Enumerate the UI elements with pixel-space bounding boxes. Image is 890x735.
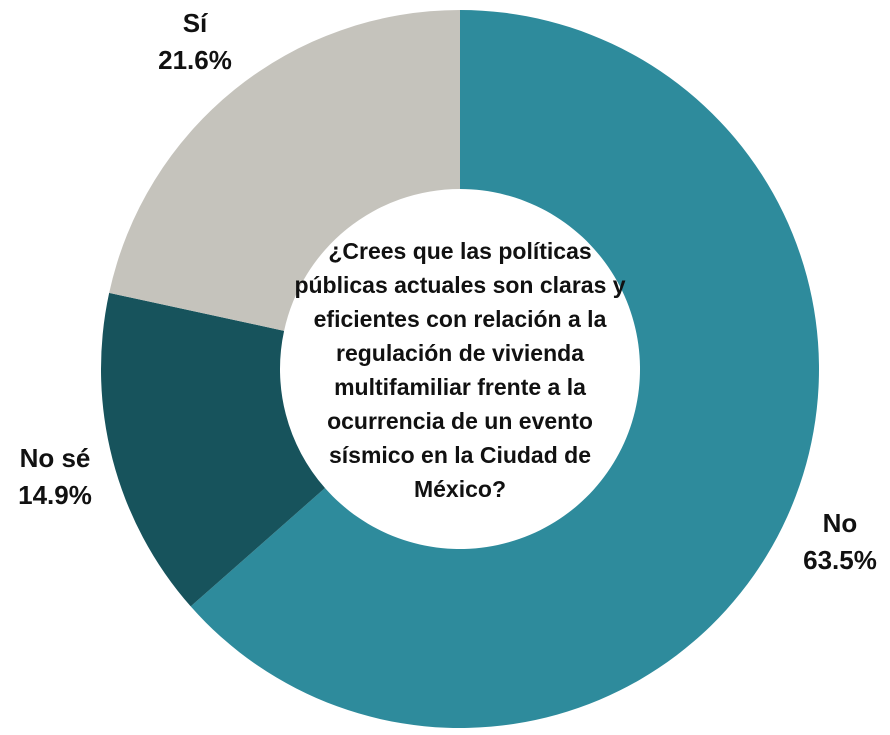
slice-label: No sé	[20, 443, 91, 473]
slice-value-label: 21.6%	[158, 45, 232, 75]
chart-title: ¿Crees que las políticas públicas actual…	[294, 238, 626, 502]
slice-label: No	[823, 508, 858, 538]
slice-value-label: 14.9%	[18, 480, 92, 510]
donut-slice	[100, 292, 325, 607]
donut-slice	[109, 10, 461, 331]
slice-label: Sí	[183, 8, 208, 38]
slice-value-label: 63.5%	[803, 545, 877, 575]
donut-slice	[190, 10, 820, 728]
